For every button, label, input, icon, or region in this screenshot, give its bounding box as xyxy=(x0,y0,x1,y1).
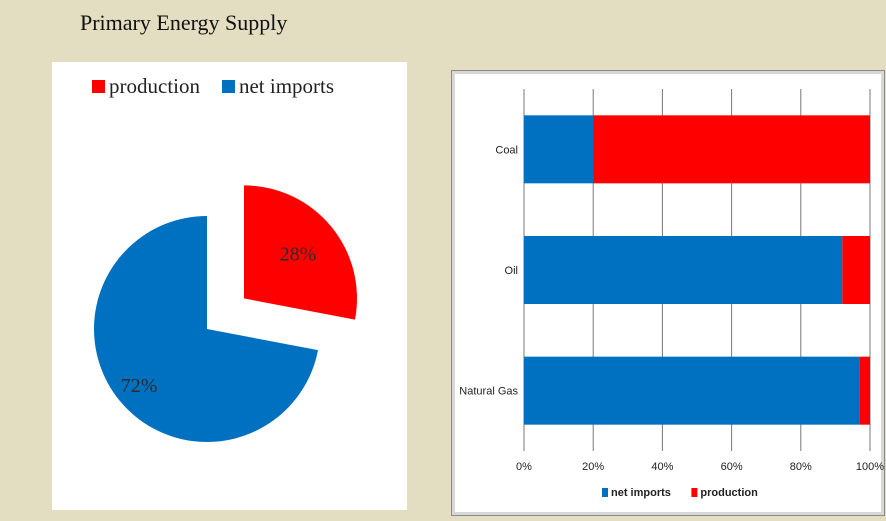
pie-slice-production xyxy=(243,185,357,320)
pie-slice-net-imports xyxy=(94,216,318,442)
stacked-bar-chart: 0% 20% 40% 60% 80% 100% Coal Oil Natural Gas net … xyxy=(459,89,884,499)
bar-net-imports-natural-gas xyxy=(524,356,860,425)
x-tick-label: 60% xyxy=(721,461,743,473)
x-tick-label: 80% xyxy=(790,461,812,473)
legend-swatch-net-imports xyxy=(221,80,235,93)
pie-chart: 28% 72% xyxy=(94,185,357,442)
legend-swatch-production xyxy=(92,80,105,93)
pie-label-production: 28% xyxy=(280,244,317,266)
x-tick-label: 0% xyxy=(516,461,532,473)
bar-production-coal xyxy=(593,115,870,184)
bar-production-natural-gas xyxy=(859,356,870,425)
bar-legend-swatch-net-imports xyxy=(602,488,608,497)
pie-label-net-imports: 72% xyxy=(121,375,158,397)
x-tick-label: 40% xyxy=(651,461,673,473)
page-title: Primary Energy Supply xyxy=(80,10,288,35)
category-label: Oil xyxy=(505,265,518,277)
category-label: Coal xyxy=(495,144,518,156)
category-label: Natural Gas xyxy=(459,386,518,398)
bar-legend-label-net-imports: net imports xyxy=(611,487,671,499)
x-tick-label: 100% xyxy=(856,461,884,473)
pie-legend-label-production: production xyxy=(109,74,200,98)
bar-legend-swatch-production xyxy=(691,488,698,497)
pie-legend: production net imports xyxy=(92,74,334,99)
pie-legend-item-production: production xyxy=(92,74,200,99)
pie-legend-item-net-imports: net imports xyxy=(221,74,335,99)
bar-production-oil xyxy=(842,236,870,304)
bar-legend-label-production: production xyxy=(700,487,758,499)
pie-legend-label-net-imports: net imports xyxy=(238,74,335,98)
x-tick-label: 20% xyxy=(582,461,604,473)
bar-net-imports-oil xyxy=(524,236,843,304)
bar-net-imports-coal xyxy=(524,115,594,184)
bar-chart-panel: 0% 20% 40% 60% 80% 100% Coal Oil Natural Gas net … xyxy=(451,70,885,516)
pie-chart-panel: 28% 72% production net imports xyxy=(52,62,407,510)
